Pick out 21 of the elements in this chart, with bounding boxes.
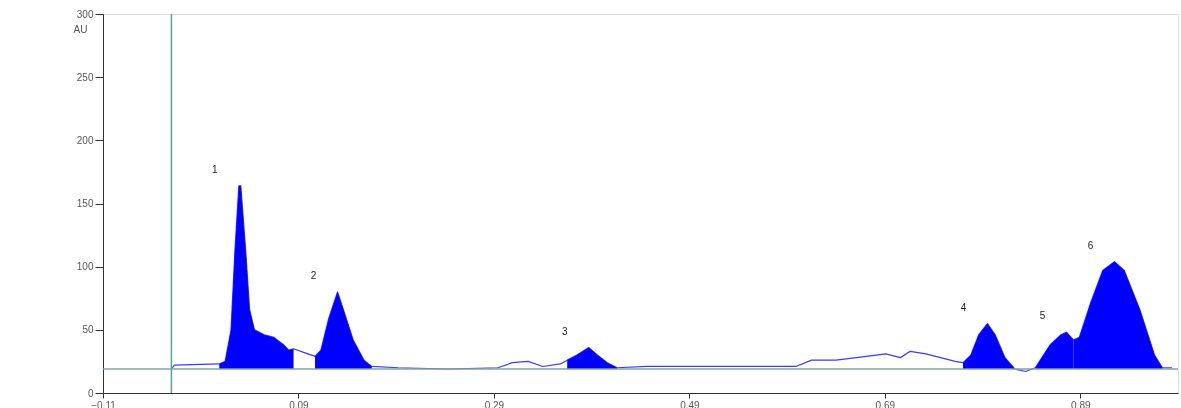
x-tick-label: −0.11 (91, 399, 117, 408)
x-tick-label: 0.49 (680, 399, 701, 408)
x-tick-label: 0.09 (289, 399, 310, 408)
line-series (170, 185, 1173, 373)
y-axis-title: AU (73, 23, 88, 35)
y-tick-label: 250 (76, 71, 94, 83)
annotation: 2 (310, 269, 317, 281)
annotation: 1 (212, 163, 219, 175)
annotation: 6 (1087, 239, 1094, 251)
y-tick-label: 200 (76, 134, 94, 146)
x-tick-label: 0.69 (875, 399, 896, 408)
x-tick-label: 0.29 (484, 399, 505, 408)
annotation: 3 (561, 325, 568, 337)
annotation: 5 (1039, 310, 1046, 322)
y-tick-label: 300 (76, 8, 94, 20)
y-tick-label: 0 (87, 387, 94, 399)
y-tick-label: 50 (82, 324, 94, 336)
annotation: 4 (960, 301, 967, 313)
y-tick-label: 100 (76, 261, 94, 273)
x-tick-label: 0.89 (1071, 399, 1091, 408)
y-tick-label: 150 (76, 198, 94, 209)
